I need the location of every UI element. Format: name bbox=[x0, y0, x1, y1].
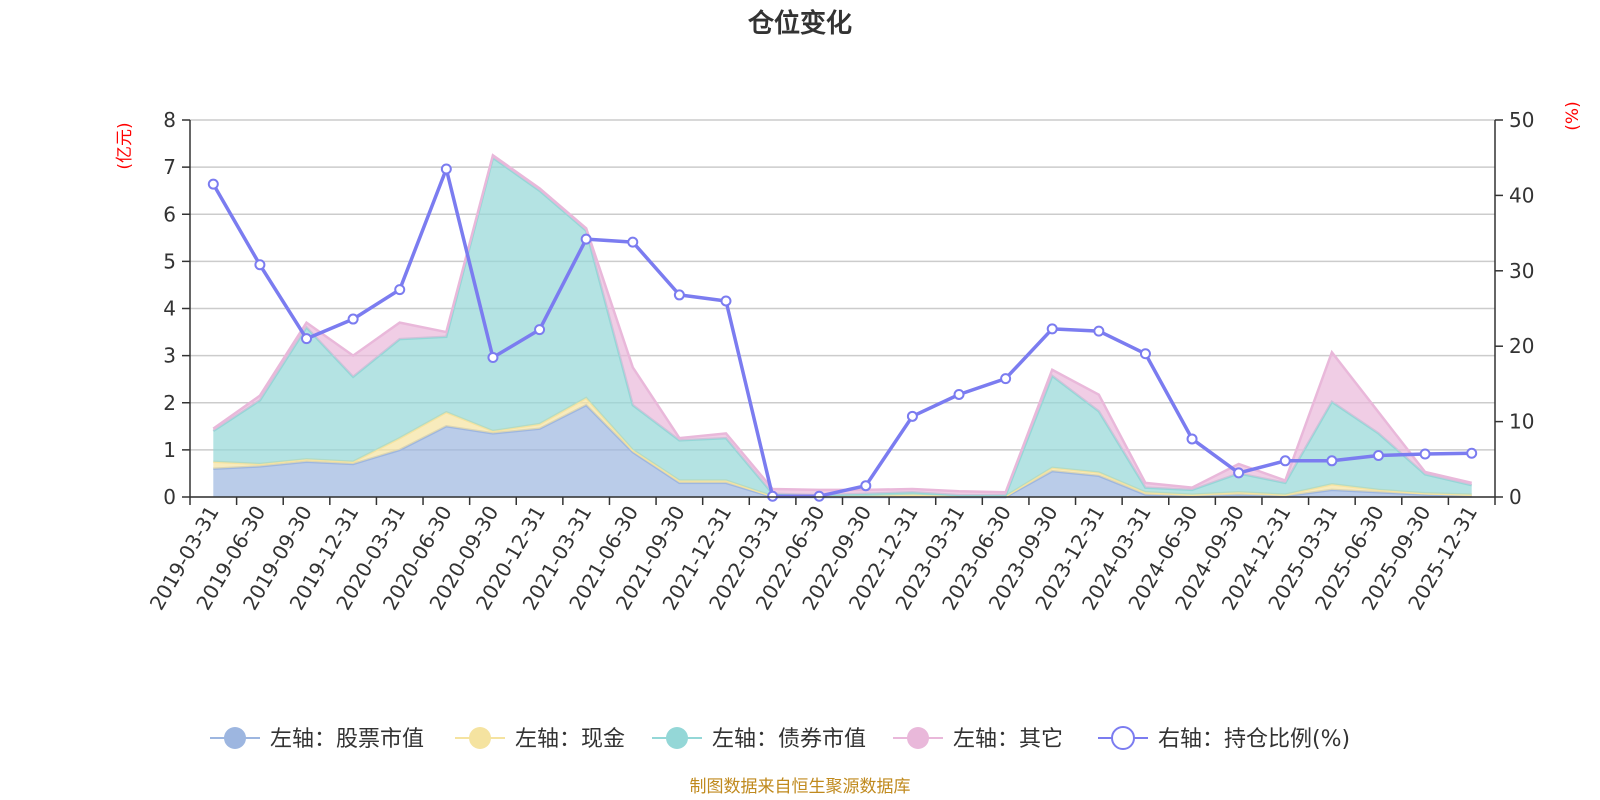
legend-label: 左轴：其它 bbox=[953, 727, 1063, 752]
ratio-point bbox=[1139, 348, 1151, 360]
data-source-note: 制图数据来自恒生聚源数据库 bbox=[690, 777, 911, 797]
legend-label: 左轴：股票市值 bbox=[270, 727, 424, 752]
ratio-point bbox=[813, 490, 825, 502]
ratio-point bbox=[580, 233, 592, 245]
ratio-line bbox=[211, 167, 1472, 498]
ratio-point bbox=[860, 480, 872, 492]
left-axis-tick-label: 3 bbox=[163, 344, 176, 368]
right-axis-unit-label: (%) bbox=[1563, 101, 1583, 130]
ratio-point bbox=[440, 163, 452, 175]
legend-item-4[interactable]: 左轴：其它 bbox=[893, 727, 1063, 752]
legend-label: 左轴：现金 bbox=[515, 727, 625, 752]
ratio-point bbox=[1372, 450, 1384, 462]
left-axis-tick-label: 1 bbox=[163, 438, 176, 462]
left-axis-tick-label: 7 bbox=[163, 155, 176, 179]
ratio-point bbox=[347, 313, 359, 325]
legend-label: 右轴：持仓比例(%) bbox=[1158, 727, 1350, 752]
right-axis-tick-label: 30 bbox=[1509, 259, 1534, 283]
ratio-point bbox=[207, 178, 219, 190]
ratio-line-series bbox=[207, 163, 1478, 502]
legend-label: 左轴：债券市值 bbox=[712, 727, 866, 752]
left-axis-tick-label: 6 bbox=[163, 202, 176, 226]
ratio-point bbox=[394, 284, 406, 296]
ratio-point bbox=[301, 333, 313, 345]
left-axis-tick-label: 2 bbox=[163, 391, 176, 415]
ratio-point bbox=[720, 295, 732, 307]
right-axis-tick-label: 50 bbox=[1509, 108, 1534, 132]
left-axis-unit-label: (亿元) bbox=[115, 122, 135, 169]
legend-item-1[interactable]: 左轴：股票市值 bbox=[210, 727, 424, 752]
right-axis-tick-label: 10 bbox=[1509, 410, 1534, 434]
area-1 bbox=[213, 405, 1472, 497]
legend-item-2[interactable]: 左轴：现金 bbox=[455, 727, 625, 752]
left-axis-tick-label: 8 bbox=[163, 108, 176, 132]
ratio-point bbox=[487, 352, 499, 364]
ratio-point bbox=[534, 324, 546, 336]
legend-circle-icon bbox=[224, 727, 246, 749]
ratio-point bbox=[1000, 373, 1012, 385]
ratio-point bbox=[673, 289, 685, 301]
left-axis-tick-label: 5 bbox=[163, 249, 176, 273]
ratio-point bbox=[1093, 325, 1105, 337]
legend-circle-icon bbox=[1111, 726, 1135, 750]
ratio-point bbox=[627, 236, 639, 248]
legend-circle-icon bbox=[469, 727, 491, 749]
right-axis-tick-label: 40 bbox=[1509, 183, 1534, 207]
right-axis-tick-label: 20 bbox=[1509, 334, 1534, 358]
legend-circle-icon bbox=[666, 727, 688, 749]
legend-item-5[interactable]: 右轴：持仓比例(%) bbox=[1098, 726, 1350, 752]
ratio-point bbox=[1046, 323, 1058, 335]
ratio-point bbox=[1186, 433, 1198, 445]
ratio-point bbox=[1233, 467, 1245, 479]
left-axis-tick-label: 4 bbox=[163, 297, 176, 321]
legend-circle-icon bbox=[907, 727, 929, 749]
area-series bbox=[212, 153, 1472, 499]
ratio-point bbox=[254, 259, 266, 271]
ratio-point bbox=[953, 388, 965, 400]
ratio-point bbox=[1279, 455, 1291, 467]
ratio-point bbox=[1419, 448, 1431, 460]
chart-title: 仓位变化 bbox=[747, 8, 852, 39]
legend-item-3[interactable]: 左轴：债券市值 bbox=[652, 727, 866, 752]
ratio-point bbox=[906, 410, 918, 422]
ratio-point bbox=[767, 490, 779, 502]
legend: 左轴：股票市值 左轴：现金 左轴：债券市值 左轴：其它 右轴：持仓比例(%) bbox=[210, 726, 1350, 752]
ratio-point bbox=[1466, 447, 1478, 459]
right-axis-tick-label: 0 bbox=[1509, 485, 1522, 509]
left-axis-tick-label: 0 bbox=[163, 485, 176, 509]
ratio-point bbox=[1326, 455, 1338, 467]
area-3 bbox=[213, 157, 1472, 497]
